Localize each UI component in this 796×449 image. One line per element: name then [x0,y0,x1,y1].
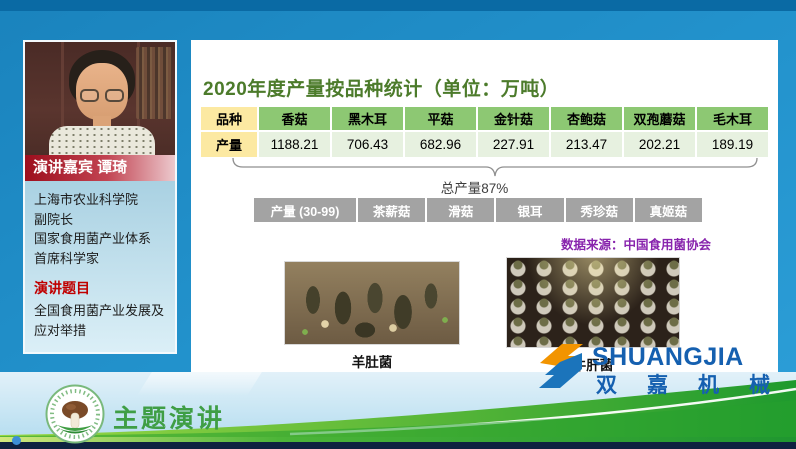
glasses-icon [105,89,124,102]
table-header-cell: 平菇 [405,107,476,130]
bookshelf-books [136,47,172,119]
table-value-cell: 1188.21 [259,132,330,157]
speaker-info: 上海市农业科学院 副院长 国家食用菌产业体系 首席科学家 演讲题目 全国食用菌产… [25,181,175,352]
conference-mushroom-logo-icon [45,384,105,444]
section-title: 主题演讲 [113,405,226,433]
bottom-green-line [0,437,796,442]
blue-dot [12,436,21,445]
bookshelf-frame-line [61,42,64,155]
production-table: 品种 香菇 黑木耳 平菇 金针菇 杏鲍菇 双孢蘑菇 毛木耳 产量 1188.21… [201,107,768,159]
table-value-cell: 227.91 [478,132,549,157]
watermark-cjk-text: 双嘉机械 [596,374,796,397]
secondary-species-row: 产量 (30-99) 茶薪菇 滑菇 银耳 秀珍菇 真姬菇 [254,198,703,222]
affiliation-line: 首席科学家 [34,250,100,266]
topic-line: 全国食用菌产业发展及 [34,303,165,318]
table-header-cell: 香菇 [259,107,330,130]
secondary-row-cell: 茶薪菇 [358,198,426,222]
speaker-video-feed [25,42,175,155]
secondary-row-label: 产量 (30-99) [254,198,356,222]
shuangjia-watermark: SHUANGJIA 双嘉机械 [536,338,786,397]
secondary-row-cell: 真姬菇 [634,198,703,222]
table-value-cell: 213.47 [551,132,622,157]
table-header-cell: 金针菇 [478,107,549,130]
bolete-cultivation-photo [506,257,680,348]
bottom-navy-strip [0,442,796,449]
secondary-row-cell: 滑菇 [427,198,495,222]
affiliation-line: 上海市农业科学院 [34,192,139,207]
secondary-row-cell: 秀珍菇 [565,198,633,222]
footer-band [0,372,796,437]
topic-heading: 演讲题目 [34,280,90,296]
affiliation-line: 副院长 [34,211,74,227]
secondary-row-cell: 银耳 [496,198,564,222]
shuangjia-logo-icon [539,344,583,388]
top-header-strip [0,0,796,11]
photo-caption: 牛肝菌 [572,358,614,373]
speaker-panel: 演讲嘉宾 谭琦 上海市农业科学院 副院长 国家食用菌产业体系 首席科学家 演讲题… [23,40,177,354]
table-value-cell: 706.43 [332,132,403,157]
morel-mushroom-photo [284,261,460,345]
speaker-name-banner: 演讲嘉宾 谭琦 [25,155,175,181]
speaker-shirt [49,126,155,155]
table-value-cell: 202.21 [624,132,695,157]
green-swoosh [0,380,796,437]
table-value-cell: 189.19 [697,132,768,157]
table-row-label: 产量 [201,132,257,157]
table-header-cell: 黑木耳 [332,107,403,130]
slide-title: 2020年度产量按品种统计（单位：万吨） [203,79,560,100]
affiliation-line: 国家食用菌产业体系 [34,231,152,246]
brace-shape [232,157,758,177]
presentation-slide: 2020年度产量按品种统计（单位：万吨） 品种 香菇 黑木耳 平菇 金针菇 杏鲍… [191,40,778,373]
total-production-label: 总产量87% [440,181,509,196]
table-value-row: 产量 1188.21 706.43 682.96 227.91 213.47 2… [201,132,768,157]
table-header-cell: 毛木耳 [697,107,768,130]
table-header-row: 品种 香菇 黑木耳 平菇 金针菇 杏鲍菇 双孢蘑菇 毛木耳 [201,107,768,130]
watermark-latin-text: SHUANGJIA [592,343,744,371]
glasses-icon [80,89,99,102]
table-header-cell: 杏鲍菇 [551,107,622,130]
table-corner-cell: 品种 [201,107,257,130]
photo-caption: 羊肚菌 [351,355,393,370]
data-source-note: 数据来源：中国食用菌协会 [560,238,711,252]
table-header-cell: 双孢蘑菇 [624,107,695,130]
topic-line: 应对举措 [34,322,87,338]
table-value-cell: 682.96 [405,132,476,157]
